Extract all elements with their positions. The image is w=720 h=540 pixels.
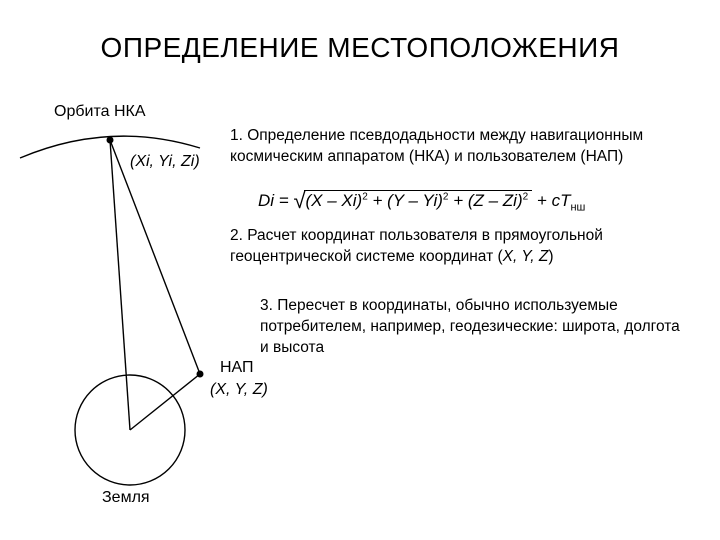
line-earth-satellite <box>110 140 130 430</box>
satellite-point <box>107 137 114 144</box>
earth-circle <box>75 375 185 485</box>
geometry-diagram <box>0 0 720 540</box>
term2: (Y – Yi) <box>387 191 443 210</box>
step-1-text: 1. Определение псевдодадьности между нав… <box>230 126 700 168</box>
step2-vars: X, Y, Z <box>503 248 549 265</box>
term1: (X – Xi) <box>306 191 363 210</box>
user-point <box>197 371 204 378</box>
tail-c: c <box>552 191 561 210</box>
page-title: ОПРЕДЕЛЕНИЕ МЕСТОПОЛОЖЕНИЯ <box>0 32 720 64</box>
satellite-coords-label: (Xi, Yi, Zi) <box>130 152 200 171</box>
term3: (Z – Zi) <box>468 191 523 210</box>
step2-suffix: ) <box>548 248 553 265</box>
plus2: + <box>448 191 467 210</box>
line-earth-user <box>130 374 200 430</box>
term3-exp: 2 <box>523 191 529 202</box>
pseudorange-formula: Di = √(X – Xi)2 + (Y – Yi)2 + (Z – Zi)2 … <box>258 186 585 213</box>
plus1: + <box>368 191 387 210</box>
formula-root: (X – Xi)2 + (Y – Yi)2 + (Z – Zi)2 <box>304 190 533 211</box>
line-satellite-user <box>110 140 200 374</box>
user-coords-label: (X, Y, Z) <box>210 380 268 399</box>
tail-t: T <box>560 191 570 210</box>
radical-icon: √ <box>293 188 305 213</box>
tail-sub: нш <box>570 201 585 213</box>
earth-label: Земля <box>102 488 150 507</box>
step-3-text: 3. Пересчет в координаты, обычно использ… <box>260 296 690 359</box>
plus3: + <box>532 191 551 210</box>
formula-lhs: Di <box>258 191 274 210</box>
step-2-text: 2. Расчет координат пользователя в прямо… <box>230 226 690 268</box>
orbit-label: Орбита НКА <box>54 102 145 121</box>
page: ОПРЕДЕЛЕНИЕ МЕСТОПОЛОЖЕНИЯ Орбита НКА (X… <box>0 0 720 540</box>
formula-eq: = <box>274 191 293 210</box>
nap-label: НАП <box>220 358 254 377</box>
